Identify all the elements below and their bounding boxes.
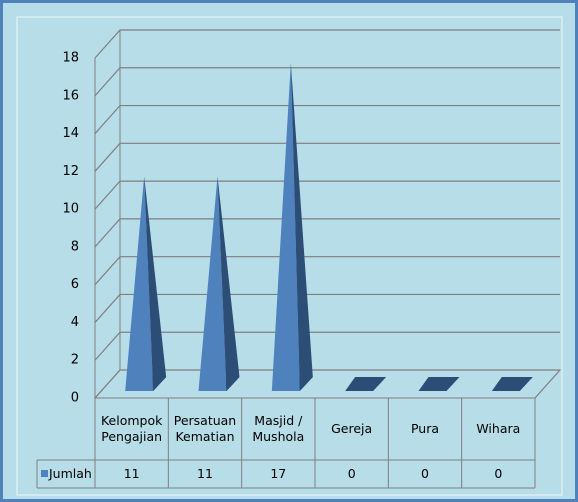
x-tick-label: Persatuan Kematian	[173, 413, 237, 444]
y-tick-label: 16	[62, 88, 79, 103]
pyramid-side	[217, 176, 240, 391]
table-value: 0	[421, 466, 429, 481]
pyramid-front	[271, 62, 300, 392]
y-tick-label: 18	[62, 51, 79, 66]
table-line	[534, 369, 561, 399]
x-tick-label: Pura	[410, 421, 440, 436]
y-tick-label: 6	[71, 277, 79, 292]
legend-swatch	[41, 470, 48, 477]
x-tick-label: Kelompok Pengajian	[100, 413, 163, 444]
table-value: 0	[347, 466, 356, 481]
y-tick-label: 10	[62, 202, 79, 217]
pyramid-side	[144, 176, 167, 391]
y-tick-label: 12	[62, 164, 79, 179]
pyramid-front	[125, 176, 154, 391]
pyramid-base	[345, 377, 387, 391]
y-tick-label: 14	[62, 126, 79, 141]
table-value: 11	[123, 466, 140, 481]
pyramid-base	[491, 377, 533, 391]
table-value: 0	[494, 466, 503, 481]
table-value: 11	[197, 466, 213, 481]
pyramid-front	[198, 176, 227, 391]
x-tick-label: Masjid / Mushola	[252, 413, 305, 444]
y-tick-label: 8	[71, 239, 79, 254]
x-tick-label: Wihara	[476, 421, 521, 436]
back-wall	[120, 30, 560, 370]
y-tick-label: 4	[71, 315, 79, 330]
x-tick-label: Gereja	[331, 421, 373, 436]
legend-label: Jumlah	[49, 466, 92, 481]
inner-frame	[16, 16, 563, 496]
table-value: 17	[270, 466, 287, 481]
y-tick-label: 2	[71, 353, 79, 368]
pyramid-base	[418, 377, 460, 391]
y-tick-label: 0	[71, 391, 79, 406]
pyramid-side	[290, 62, 313, 392]
